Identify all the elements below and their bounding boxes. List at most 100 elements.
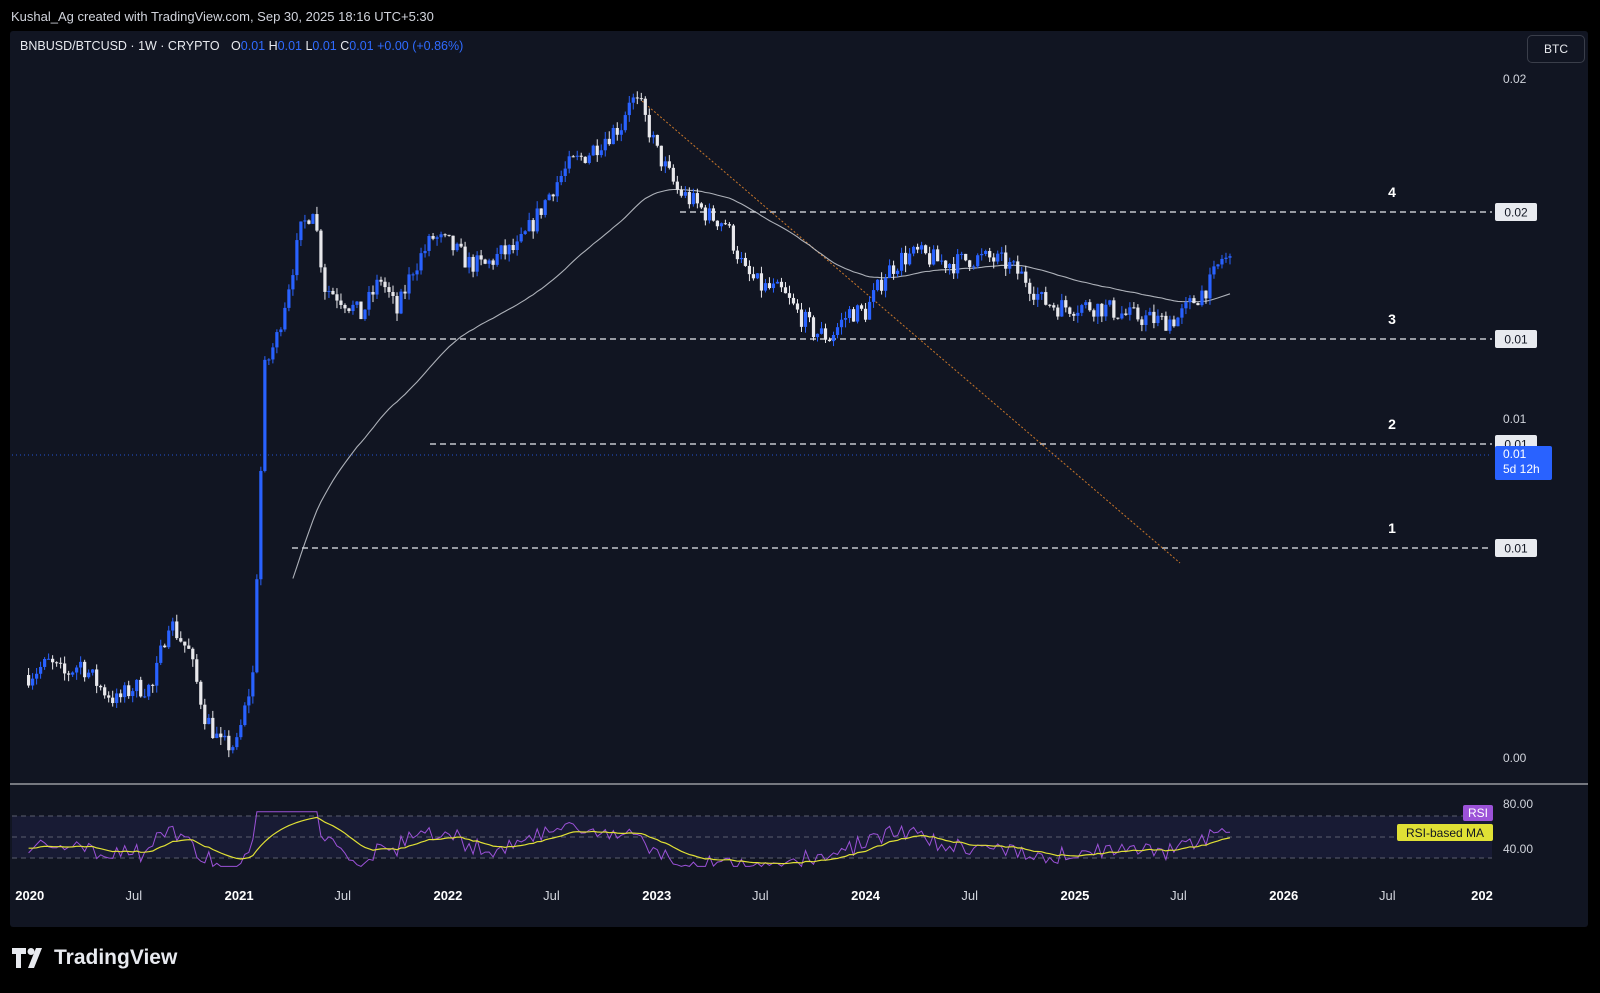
candle-body bbox=[1196, 303, 1200, 306]
candle-body bbox=[34, 673, 39, 679]
candle-body bbox=[643, 98, 647, 115]
candle-body bbox=[63, 663, 67, 674]
candle-body bbox=[383, 281, 387, 288]
candle-body bbox=[755, 273, 760, 279]
candle-body bbox=[351, 304, 355, 312]
candle-body bbox=[691, 193, 695, 205]
candle-body bbox=[603, 138, 607, 151]
candle-body bbox=[299, 221, 303, 241]
candle-body bbox=[215, 733, 219, 738]
candle-body bbox=[39, 666, 43, 674]
candle-body bbox=[395, 295, 399, 314]
candle-body bbox=[920, 245, 924, 250]
candle-body bbox=[283, 307, 287, 330]
candle-body bbox=[1216, 264, 1220, 267]
rsi-tag-bg bbox=[1463, 805, 1493, 821]
time-axis-year-label: 2025 bbox=[1060, 888, 1089, 903]
rsi-axis-label-80: 80.00 bbox=[1503, 797, 1533, 811]
candle-body bbox=[988, 251, 992, 258]
candle-body bbox=[912, 246, 916, 254]
candle-body bbox=[499, 245, 503, 254]
candle-body bbox=[595, 145, 599, 156]
candle-body bbox=[1044, 292, 1048, 305]
level-number-1: 1 bbox=[1388, 520, 1396, 536]
candle-body bbox=[199, 681, 203, 705]
candle-body bbox=[952, 264, 956, 274]
candle-body bbox=[1140, 319, 1144, 325]
candle-body bbox=[924, 245, 928, 254]
candle-body bbox=[159, 645, 163, 663]
candle-body bbox=[467, 256, 471, 268]
candle-body bbox=[767, 283, 772, 289]
candle-body bbox=[415, 270, 419, 275]
candle-body bbox=[996, 253, 1000, 262]
price-axis-label: 0.01 bbox=[1503, 412, 1527, 426]
candle-body bbox=[371, 291, 375, 295]
candle-body bbox=[715, 220, 719, 227]
candle-body bbox=[255, 579, 259, 673]
candle-body bbox=[631, 97, 635, 103]
candle-body bbox=[551, 194, 555, 197]
candle-body bbox=[1000, 252, 1004, 254]
candle-body bbox=[980, 253, 984, 256]
rsi-line bbox=[28, 811, 1231, 868]
candle-body bbox=[1176, 317, 1180, 327]
candle-body bbox=[503, 245, 507, 255]
candle-body bbox=[375, 279, 379, 295]
candle-body bbox=[751, 274, 756, 279]
candle-body bbox=[1088, 302, 1092, 311]
candle-body bbox=[743, 257, 748, 266]
candle-body bbox=[515, 241, 519, 251]
chart-frame[interactable] bbox=[10, 31, 1588, 927]
candle-body bbox=[739, 257, 744, 260]
candle-body bbox=[1048, 304, 1052, 306]
candle-body bbox=[519, 234, 523, 242]
candle-body bbox=[271, 347, 275, 360]
candles-group bbox=[26, 91, 1232, 758]
candle-body bbox=[855, 305, 860, 322]
symbol-title[interactable]: BNBUSD/BTCUSD · 1W · CRYPTO bbox=[20, 39, 220, 53]
candle-body bbox=[703, 207, 707, 221]
candle-body bbox=[327, 290, 331, 292]
candle-body bbox=[483, 259, 487, 264]
candle-body bbox=[439, 234, 443, 238]
candle-body bbox=[583, 156, 587, 163]
candle-body bbox=[948, 264, 952, 269]
candle-body bbox=[379, 279, 383, 282]
candle-body bbox=[147, 684, 151, 697]
candle-body bbox=[411, 274, 415, 276]
candle-body bbox=[131, 691, 135, 697]
level-price-tag-1 bbox=[1495, 539, 1537, 557]
candle-body bbox=[1076, 312, 1080, 316]
candle-body bbox=[363, 309, 367, 320]
candle-body bbox=[359, 301, 363, 320]
candle-body bbox=[87, 672, 91, 678]
candle-body bbox=[1052, 305, 1056, 308]
candle-body bbox=[315, 214, 319, 231]
candle-body bbox=[984, 251, 988, 254]
candle-body bbox=[651, 134, 655, 138]
candle-body bbox=[1228, 256, 1232, 258]
candle-body bbox=[307, 220, 311, 224]
currency-button[interactable]: BTC bbox=[1527, 35, 1585, 63]
candle-body bbox=[475, 255, 479, 272]
candle-body bbox=[347, 308, 351, 312]
candle-body bbox=[599, 150, 603, 156]
candle-body bbox=[1012, 261, 1016, 263]
time-axis-month-label: Jul bbox=[752, 888, 769, 903]
candle-body bbox=[435, 237, 439, 239]
candle-body bbox=[1100, 303, 1104, 317]
candle-body bbox=[1164, 315, 1168, 331]
tradingview-logo[interactable]: TradingView bbox=[12, 946, 177, 970]
level-price-label-3: 0.01 bbox=[1504, 333, 1528, 347]
candle-body bbox=[203, 704, 207, 725]
candle-body bbox=[207, 717, 211, 725]
candle-body bbox=[831, 335, 836, 342]
candle-body bbox=[30, 678, 35, 686]
candle-body bbox=[799, 309, 804, 327]
candle-body bbox=[1064, 300, 1068, 308]
candle-body bbox=[235, 737, 239, 748]
candle-body bbox=[591, 145, 595, 156]
candle-body bbox=[343, 304, 347, 309]
